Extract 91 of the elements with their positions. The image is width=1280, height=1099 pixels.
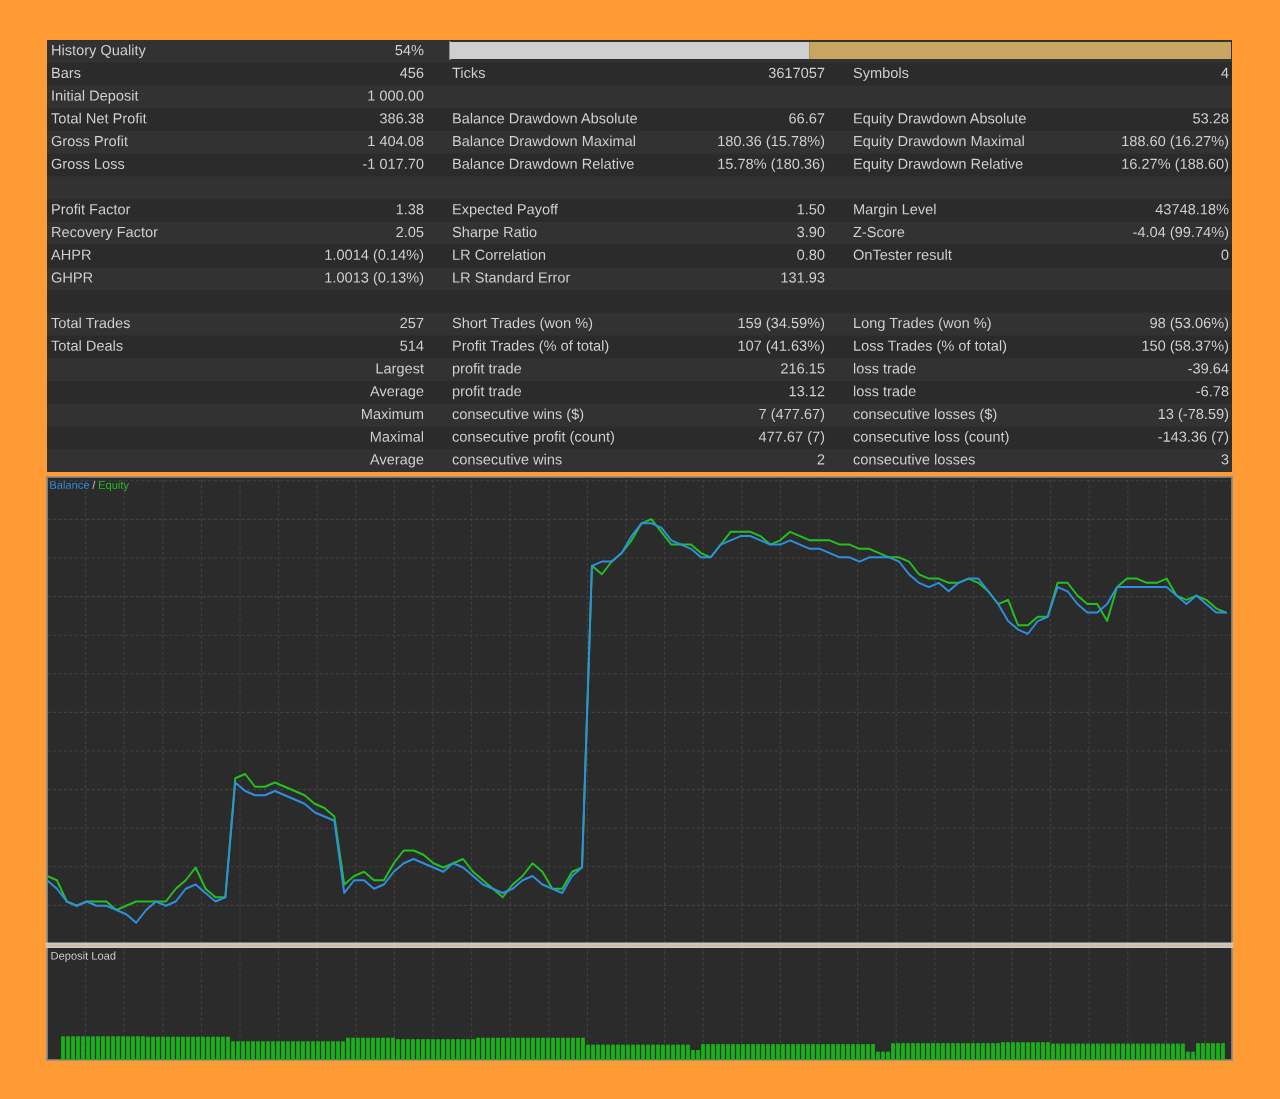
text: Balance Drawdown Relative xyxy=(453,158,634,169)
text: Average xyxy=(369,386,424,400)
text: Equity Drawdown Relative xyxy=(854,158,1023,172)
text: loss trade xyxy=(853,385,916,397)
text: 1 404.08 xyxy=(368,135,424,147)
text: History Quality xyxy=(52,44,146,59)
text: 1.38 xyxy=(396,204,424,215)
text: Balance Drawdown Maximal xyxy=(453,135,636,147)
text: OnTester result xyxy=(853,249,952,260)
text: Profit Factor xyxy=(52,203,131,215)
text: Maximal xyxy=(370,431,424,442)
text: 107 (41.63%) xyxy=(738,340,825,354)
text: / xyxy=(92,480,96,489)
text: Equity Drawdown Maximal xyxy=(854,135,1024,150)
text: LR Standard Error xyxy=(453,271,571,283)
text: 180.36 (15.78%) xyxy=(718,135,825,150)
text: 216.15 xyxy=(781,363,825,374)
text: 13 (-78.59) xyxy=(1158,408,1229,422)
text: 188.60 (16.27%) xyxy=(1122,135,1229,150)
text: 386.38 xyxy=(379,113,424,124)
text: -4.04 (99.74%) xyxy=(1133,226,1229,241)
text: 66.67 xyxy=(789,113,825,124)
text: 257 xyxy=(400,317,424,329)
text: consecutive losses ($) xyxy=(853,408,997,423)
text: Maximum xyxy=(362,408,424,420)
chart-title: Deposit Load xyxy=(51,951,116,962)
text: 514 xyxy=(400,340,424,351)
text: 53.28 xyxy=(1193,113,1229,124)
text: 0 xyxy=(1221,249,1229,260)
text: Recovery Factor xyxy=(52,227,158,241)
text: 3.90 xyxy=(797,226,825,238)
text: 16.27% (188.60) xyxy=(1122,158,1229,172)
text: Sharpe Ratio xyxy=(452,226,537,241)
text: 13.12 xyxy=(789,386,825,397)
text: Z-Score xyxy=(853,226,905,238)
text: 131.93 xyxy=(781,272,825,283)
text: 150 (58.37%) xyxy=(1142,340,1229,354)
text: LR Correlation xyxy=(453,249,546,260)
text: 98 (53.06%) xyxy=(1150,317,1229,331)
text: Total Deals xyxy=(51,340,123,351)
text: Gross Loss xyxy=(51,158,125,169)
text: loss trade xyxy=(853,362,916,374)
text: Gross Profit xyxy=(51,135,128,147)
text: Balance Drawdown Absolute xyxy=(453,112,637,124)
text: Profit Trades (% of total) xyxy=(453,340,609,354)
text: Equity Drawdown Absolute xyxy=(854,112,1026,127)
text: -143.36 (7) xyxy=(1158,431,1229,445)
text: 1.0013 (0.13%) xyxy=(325,271,424,286)
text: Equity xyxy=(99,480,130,492)
text: Expected Payoff xyxy=(453,203,558,218)
text: 3617057 xyxy=(768,67,825,79)
text: Average xyxy=(369,454,424,468)
text: 1.0014 (0.14%) xyxy=(325,249,424,263)
text: profit trade xyxy=(452,385,522,400)
text: 43748.18% xyxy=(1155,204,1229,215)
text: AHPR xyxy=(51,249,91,260)
text: consecutive wins ($) xyxy=(452,408,584,423)
text: Initial Deposit xyxy=(52,90,139,104)
text: 1 000.00 xyxy=(368,90,424,101)
text: consecutive loss (count) xyxy=(853,431,1009,445)
text: 4 xyxy=(1221,67,1229,78)
text: Ticks xyxy=(452,67,485,79)
text: Short Trades (won %) xyxy=(452,317,593,331)
text: 0.80 xyxy=(797,249,825,260)
text: 54% xyxy=(395,45,424,56)
text: consecutive losses xyxy=(853,453,975,465)
text: Margin Level xyxy=(854,203,936,218)
text: 1.50 xyxy=(797,204,825,215)
text: -1 017.70 xyxy=(363,158,424,169)
text: 456 xyxy=(400,67,424,79)
text: consecutive wins xyxy=(452,453,562,465)
text: 477.67 (7) xyxy=(758,431,825,445)
text: profit trade xyxy=(452,362,522,377)
text: Bars xyxy=(52,67,81,79)
text: -39.64 xyxy=(1188,363,1229,374)
text: 3 xyxy=(1221,454,1229,465)
text: GHPR xyxy=(51,272,93,283)
text: Total Trades xyxy=(51,317,130,329)
text: Long Trades (won %) xyxy=(854,317,991,332)
text: 2 xyxy=(817,454,825,465)
text: -6.78 xyxy=(1196,386,1229,397)
text: 159 (34.59%) xyxy=(738,317,825,331)
text: 7 (477.67) xyxy=(759,408,825,422)
text: Largest xyxy=(376,363,424,377)
text: Balance xyxy=(50,480,90,489)
text: Loss Trades (% of total) xyxy=(854,340,1007,354)
text: Total Net Profit xyxy=(51,112,147,124)
text: 2.05 xyxy=(396,226,424,238)
text: 15.78% (180.36) xyxy=(718,158,825,172)
text: Symbols xyxy=(853,67,909,81)
text: consecutive profit (count) xyxy=(452,431,615,445)
